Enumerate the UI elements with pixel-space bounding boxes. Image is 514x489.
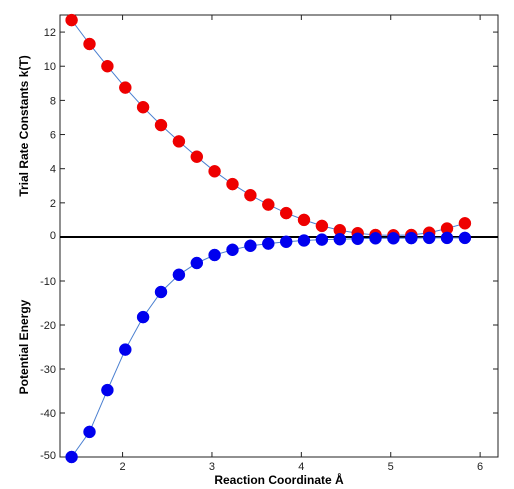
bottom-data-point — [405, 231, 418, 245]
top-data-point — [101, 59, 114, 73]
top-data-point — [208, 165, 221, 178]
bottom-data-point — [387, 232, 400, 245]
bottom-data-point — [422, 231, 436, 245]
top-data-point — [226, 177, 239, 191]
bottom-y-tick-label: -50 — [40, 450, 56, 462]
bottom-data-point — [119, 343, 132, 356]
bottom-data-point — [458, 231, 472, 245]
bottom-data-point — [136, 310, 150, 324]
bottom-panel: -50 -40 -30 -20 -10 2 3 4 5 6 — [40, 15, 498, 473]
top-data-point — [244, 188, 257, 202]
top-y-tick-label: 4 — [50, 164, 56, 176]
top-data-point — [154, 118, 168, 132]
top-y-tick-label: 2 — [50, 198, 56, 210]
x-tick-label: 6 — [477, 461, 483, 473]
bottom-data-point — [315, 233, 329, 246]
x-axis-title: Reaction Coordinate Å — [214, 472, 344, 487]
x-tick-label: 5 — [388, 461, 394, 473]
top-data-point — [119, 81, 132, 94]
top-data-point — [65, 13, 78, 27]
x-tick-label: 3 — [209, 461, 215, 473]
bottom-data-point — [279, 235, 293, 249]
y-axis-title-bottom: Potential Energy — [17, 299, 31, 394]
top-data-point — [83, 37, 96, 51]
top-y-tick-label: 6 — [50, 130, 56, 142]
x-tick-label: 4 — [298, 461, 304, 473]
bottom-data-point — [101, 383, 114, 397]
bottom-data-point — [65, 450, 78, 464]
top-data-point — [172, 135, 186, 148]
bottom-data-point — [208, 248, 221, 262]
top-data-point — [458, 217, 472, 230]
bottom-data-point — [226, 243, 239, 257]
bottom-data-point — [172, 268, 186, 282]
bottom-data-point — [262, 237, 275, 250]
bottom-data-point — [351, 232, 364, 246]
top-data-point — [315, 219, 329, 233]
top-y-tick-label: 0 — [50, 230, 56, 242]
bottom-y-tick-label: -10 — [40, 276, 56, 288]
bottom-y-tick-label: -30 — [40, 364, 56, 376]
bottom-data-point — [244, 239, 257, 253]
bottom-y-tick-label: -40 — [40, 408, 56, 420]
top-data-point — [262, 198, 275, 211]
x-tick-label: 2 — [120, 461, 126, 473]
y-axis-title-top: Trial Rate Constants k(T) — [17, 55, 31, 196]
top-data-point — [190, 150, 204, 163]
bottom-data-point — [83, 425, 96, 439]
chart-marks — [65, 13, 472, 464]
top-data-point — [136, 100, 150, 114]
top-y-tick-label: 8 — [50, 95, 56, 107]
top-data-point — [297, 213, 311, 227]
bottom-data-point — [369, 232, 382, 245]
bottom-data-point — [154, 285, 168, 299]
bottom-data-point — [333, 232, 347, 246]
top-y-tick-label: 12 — [44, 27, 56, 39]
top-panel: 0 2 4 6 8 10 12 — [44, 27, 498, 242]
bottom-data-point — [440, 231, 454, 245]
bottom-y-tick-label: -20 — [40, 320, 56, 332]
bottom-data-point — [297, 234, 311, 247]
top-data-point — [279, 206, 293, 220]
top-y-tick-label: 10 — [44, 61, 56, 73]
bottom-data-point — [190, 256, 204, 270]
